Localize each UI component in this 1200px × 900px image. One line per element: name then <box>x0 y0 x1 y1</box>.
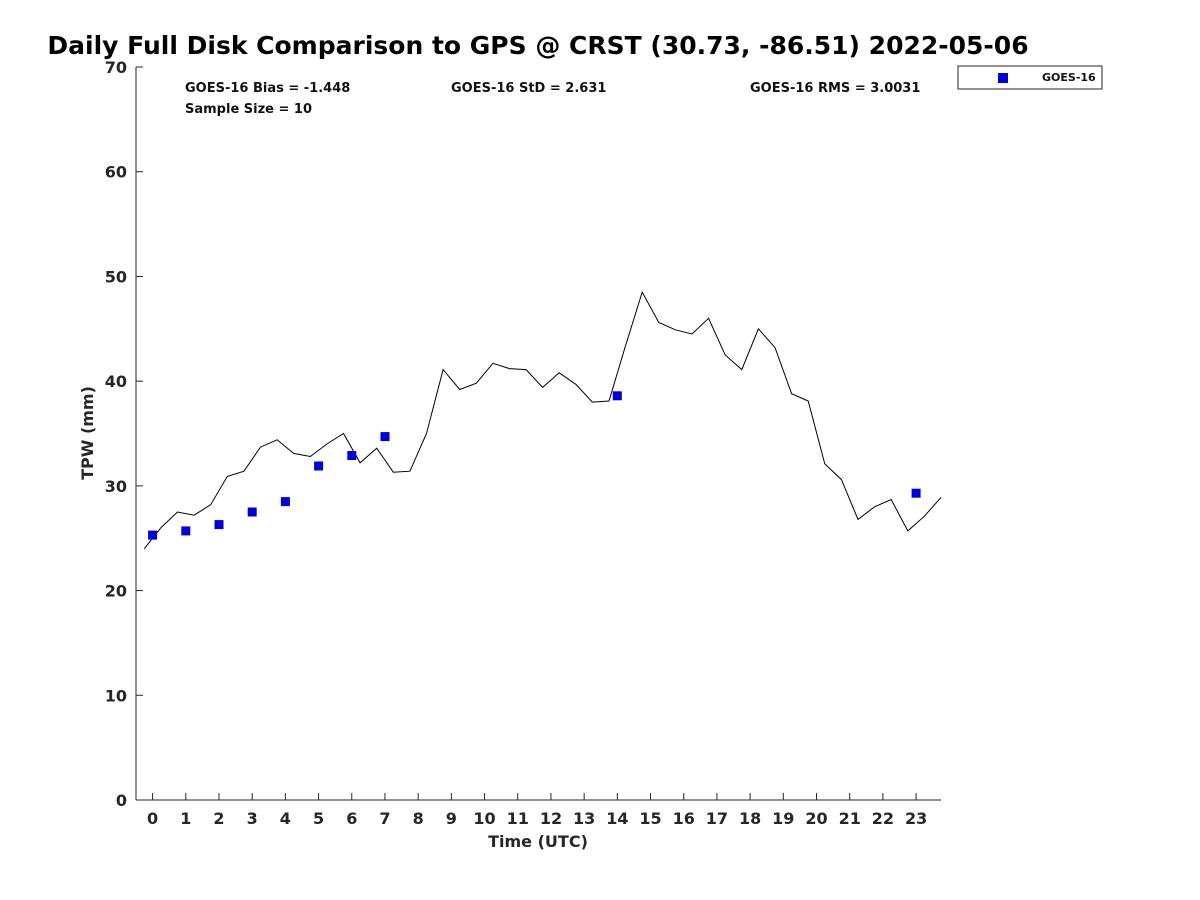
x-tick-label: 17 <box>706 809 728 828</box>
x-tick-label: 20 <box>805 809 827 828</box>
x-tick-label: 10 <box>473 809 495 828</box>
x-tick-label: 3 <box>247 809 258 828</box>
gps-series-line <box>143 290 942 550</box>
x-tick-label: 7 <box>379 809 390 828</box>
y-tick-label: 0 <box>116 791 127 810</box>
x-tick-label: 1 <box>180 809 191 828</box>
x-tick-label: 19 <box>772 809 794 828</box>
chart-title: Daily Full Disk Comparison to GPS @ CRST… <box>47 31 1028 60</box>
y-tick-label: 20 <box>105 582 127 601</box>
bias-annotation: GOES-16 Bias = -1.448 <box>185 81 350 96</box>
data-point <box>247 507 257 517</box>
y-tick-label: 60 <box>105 163 127 182</box>
x-axis-label: Time (UTC) <box>488 832 588 851</box>
data-point <box>214 520 224 530</box>
legend-marker-goes16 <box>998 73 1008 83</box>
x-tick-label: 4 <box>280 809 291 828</box>
x-tick-label: 11 <box>507 809 529 828</box>
y-axis-label: TPW (mm) <box>78 386 97 480</box>
x-tick-label: 21 <box>839 809 861 828</box>
legend-label-goes16: GOES-16 <box>1042 71 1096 84</box>
x-tick-label: 5 <box>313 809 324 828</box>
x-tick-label: 6 <box>346 809 357 828</box>
x-tick-label: 8 <box>413 809 424 828</box>
data-point <box>314 461 324 471</box>
x-tick-label: 14 <box>606 809 628 828</box>
data-point <box>148 530 158 540</box>
x-tick-label: 9 <box>446 809 457 828</box>
data-point <box>380 432 390 442</box>
y-axis-ticks: 0 10 20 30 40 50 60 70 <box>105 58 143 810</box>
y-tick-label: 10 <box>105 686 127 705</box>
legend: GOES-16 <box>957 65 1103 90</box>
y-tick-label: 70 <box>105 58 127 77</box>
goes16-series-points <box>148 391 921 540</box>
x-tick-label: 22 <box>872 809 894 828</box>
data-point <box>347 451 357 460</box>
x-axis-ticks: 0 1 2 3 4 5 6 7 8 9 10 11 12 13 14 15 16 17 18 19 20 21 22 23 <box>147 793 927 828</box>
x-tick-label: 0 <box>147 809 158 828</box>
sample-size-annotation: Sample Size = 10 <box>185 102 312 117</box>
y-tick-label: 40 <box>105 372 127 391</box>
y-tick-label: 30 <box>105 477 127 496</box>
legend-box <box>957 65 1103 90</box>
x-tick-label: 23 <box>905 809 927 828</box>
std-annotation: GOES-16 StD = 2.631 <box>451 81 606 96</box>
data-point <box>280 497 290 507</box>
y-tick-label: 50 <box>105 267 127 286</box>
x-tick-label: 12 <box>540 809 562 828</box>
x-tick-label: 2 <box>213 809 224 828</box>
data-point <box>612 391 622 401</box>
plot-area <box>136 67 941 800</box>
rms-annotation: GOES-16 RMS = 3.0031 <box>750 81 920 96</box>
data-point <box>911 488 921 498</box>
x-tick-label: 16 <box>673 809 695 828</box>
x-tick-label: 18 <box>739 809 761 828</box>
data-point <box>181 526 191 536</box>
x-tick-label: 13 <box>573 809 595 828</box>
x-tick-label: 15 <box>639 809 661 828</box>
